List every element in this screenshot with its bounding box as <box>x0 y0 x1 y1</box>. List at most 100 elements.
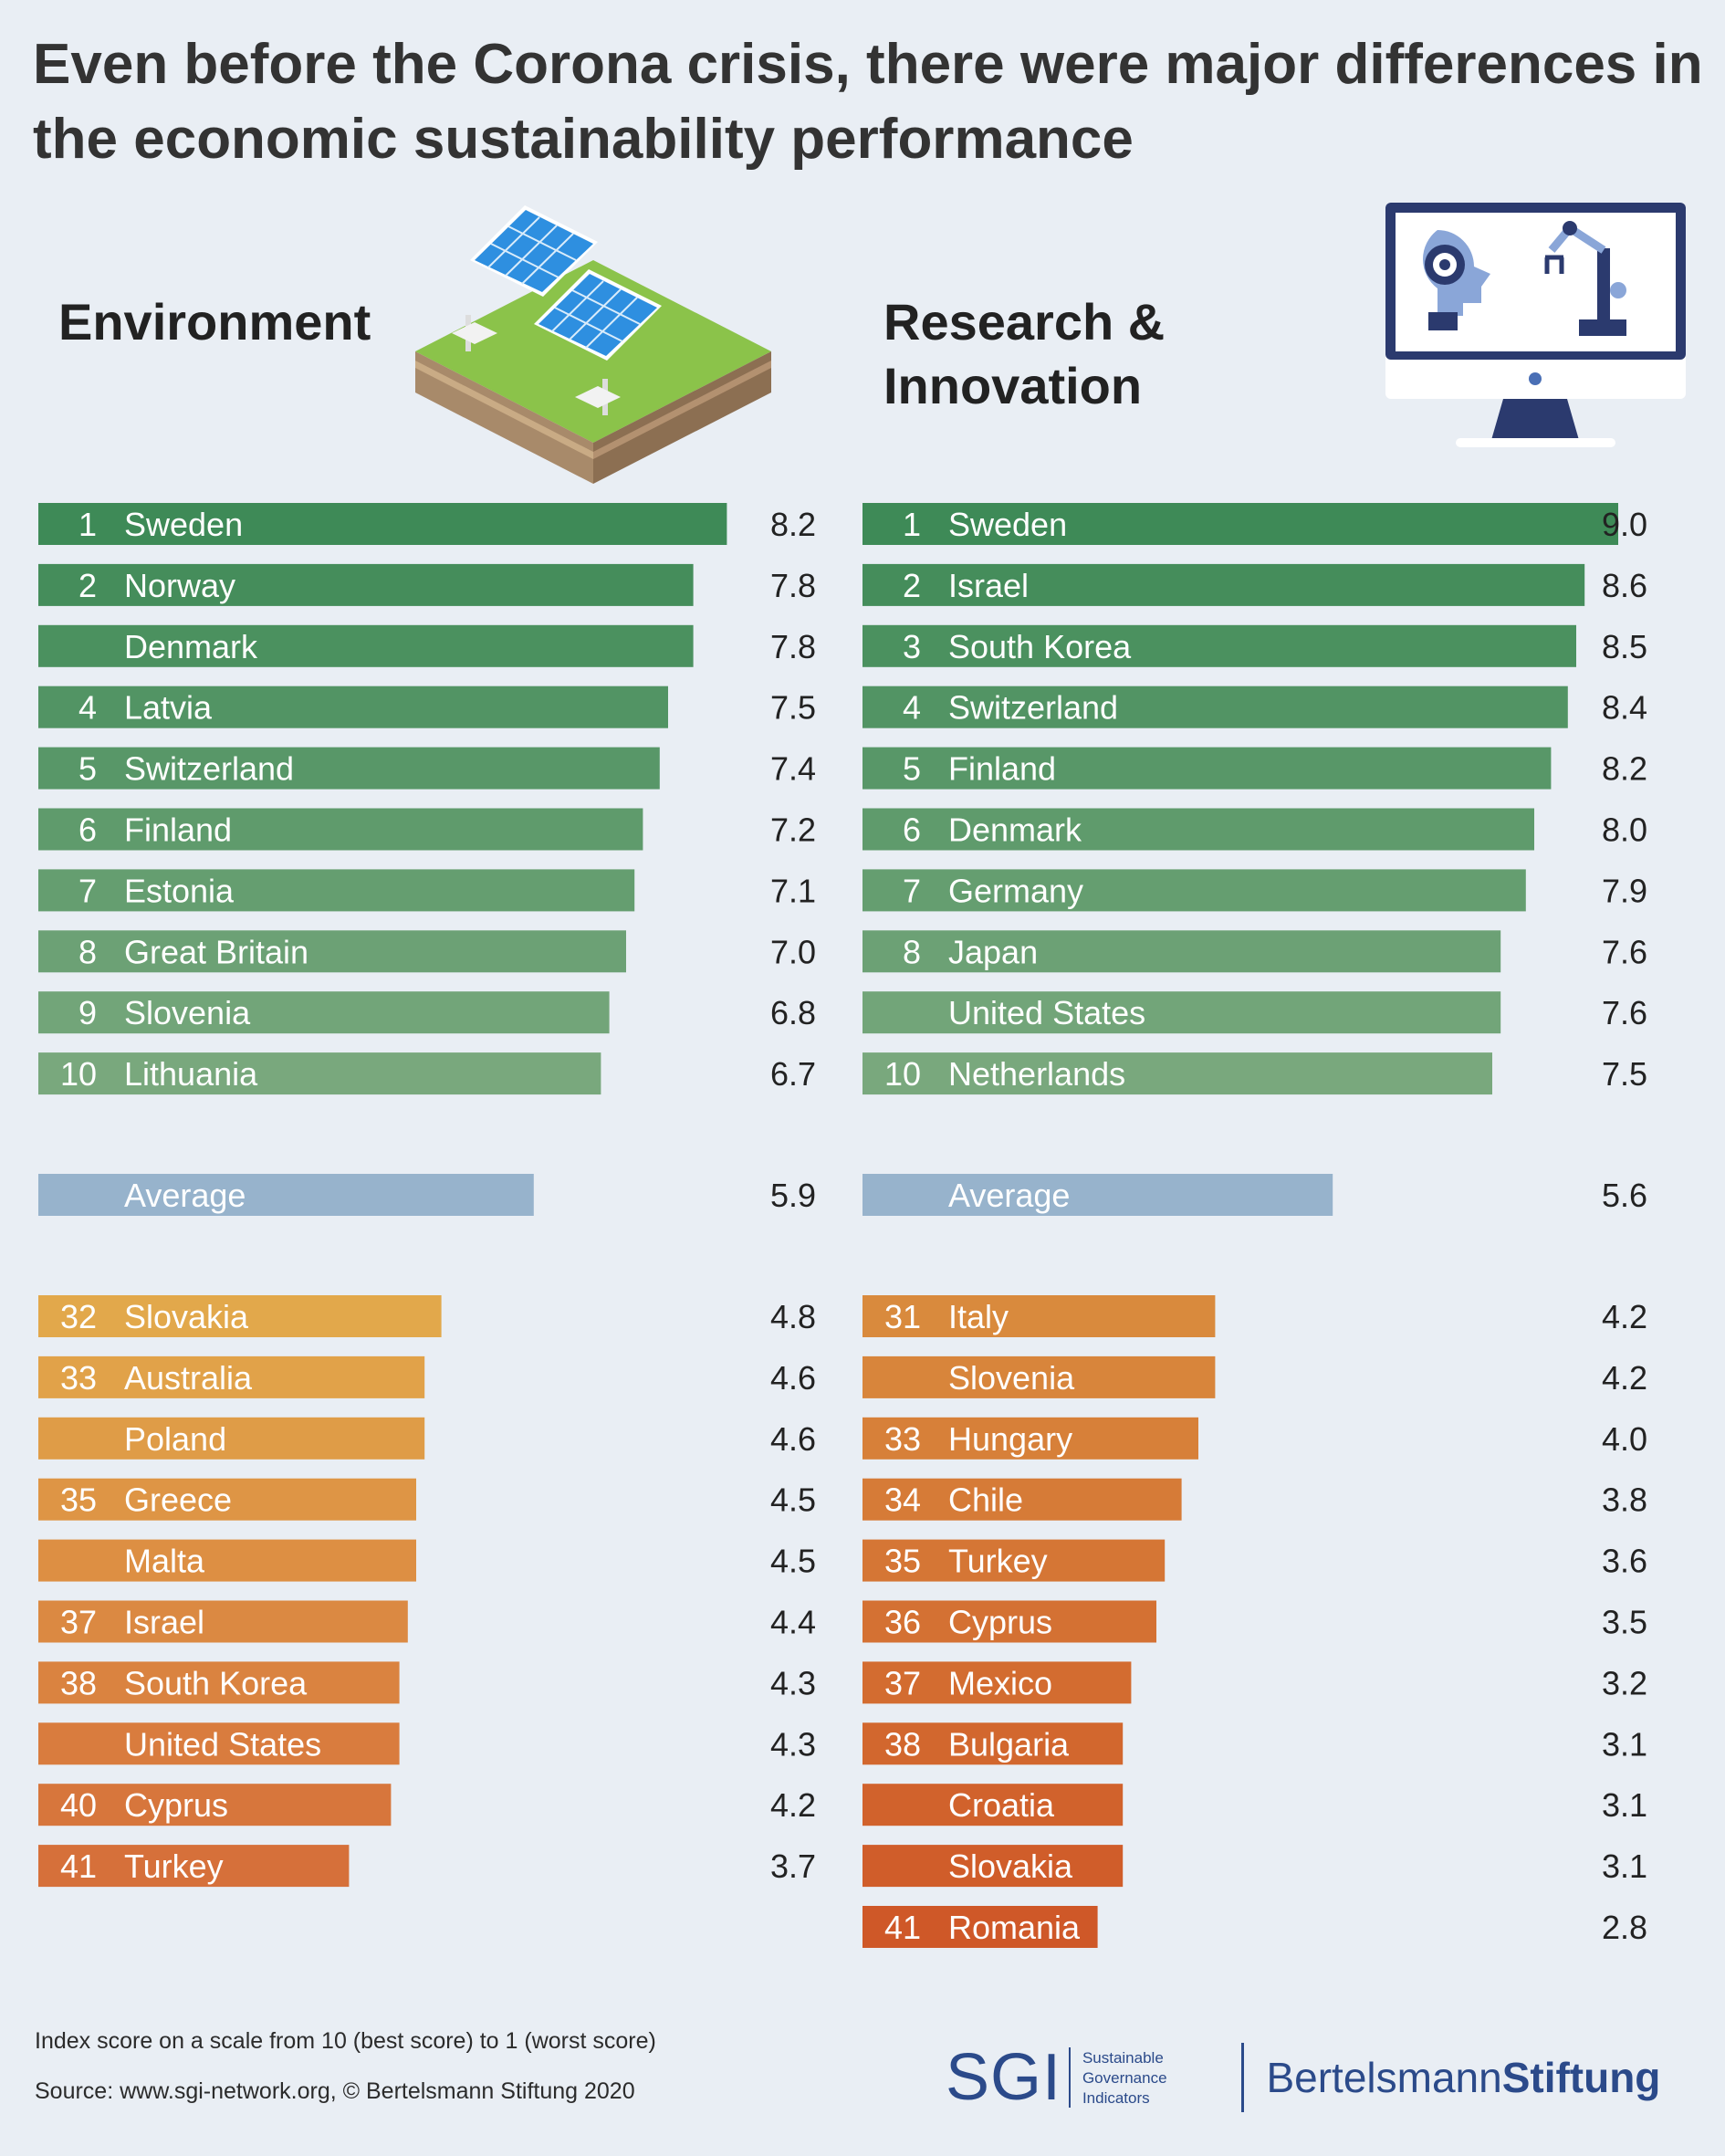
country-label: Malta <box>124 1543 205 1580</box>
bar <box>38 1355 425 1398</box>
value-label: 8.2 <box>1602 750 1647 788</box>
computer-robot-icon <box>1385 203 1686 447</box>
bottom-row: Slovakia 3.1 <box>862 1845 1647 1888</box>
country-label: Slovenia <box>124 994 251 1031</box>
sgi-logo-line2: Governance <box>1082 2069 1167 2087</box>
rank-label: 10 <box>884 1055 921 1093</box>
value-label: 6.7 <box>770 1055 816 1093</box>
top-row: 2 Norway 7.8 <box>38 563 816 606</box>
bar <box>38 1295 442 1337</box>
country-label: Denmark <box>948 811 1082 849</box>
country-label: Chile <box>948 1481 1023 1519</box>
rank-label: 35 <box>884 1543 921 1580</box>
bar <box>38 624 694 667</box>
value-label: 8.0 <box>1602 811 1647 849</box>
value-label: 4.6 <box>770 1420 816 1458</box>
bar <box>862 1661 1132 1704</box>
value-label: 4.6 <box>770 1359 816 1397</box>
bottom-row: Poland 4.6 <box>38 1417 816 1460</box>
bottom-row: 35 Turkey 3.6 <box>862 1539 1647 1582</box>
rank-label: 41 <box>884 1909 921 1946</box>
country-label: Croatia <box>948 1786 1055 1824</box>
rank-label: 32 <box>60 1298 97 1335</box>
bottom-row: United States 4.3 <box>38 1722 816 1765</box>
bar <box>862 503 1618 545</box>
bar <box>862 1174 1333 1216</box>
solar-panel-icon <box>415 205 771 484</box>
value-label: 5.9 <box>770 1177 816 1214</box>
rank-label: 35 <box>60 1481 97 1519</box>
rank-label: 5 <box>903 750 921 788</box>
bar <box>862 747 1552 790</box>
country-label: Denmark <box>124 628 258 665</box>
rank-label: 1 <box>78 506 97 543</box>
bar <box>38 1845 350 1888</box>
value-label: 3.5 <box>1602 1604 1647 1641</box>
top-row: Denmark 7.8 <box>38 624 816 667</box>
value-label: 3.1 <box>1602 1725 1647 1763</box>
top-row: 5 Switzerland 7.4 <box>38 747 816 790</box>
top-row: 8 Great Britain 7.0 <box>38 930 816 973</box>
country-label: Bulgaria <box>948 1725 1070 1763</box>
country-label: Germany <box>948 872 1083 909</box>
environment-heading: Environment <box>58 293 371 351</box>
top-row: 2 Israel 8.6 <box>862 563 1647 606</box>
value-label: 4.5 <box>770 1481 816 1519</box>
bar <box>862 1052 1492 1095</box>
sgi-logo: SGI Sustainable Governance Indicators <box>946 2045 1167 2110</box>
bottom-row: 41 Turkey 3.7 <box>38 1845 816 1888</box>
value-label: 4.3 <box>770 1664 816 1701</box>
value-label: 4.5 <box>770 1543 816 1580</box>
top-row: 1 Sweden 9.0 <box>862 503 1647 545</box>
bottom-row: 37 Mexico 3.2 <box>862 1661 1647 1704</box>
country-label: Slovenia <box>948 1359 1075 1397</box>
bar <box>38 991 610 1034</box>
country-label: Poland <box>124 1420 226 1458</box>
research-chart: 1 Sweden 9.0 2 Israel 8.6 3 South Korea 8.5 4 Swit… <box>862 503 1647 1948</box>
bar <box>38 1417 425 1460</box>
bottom-row: 35 Greece 4.5 <box>38 1478 816 1521</box>
country-label: Average <box>948 1177 1070 1214</box>
country-label: Turkey <box>948 1543 1048 1580</box>
value-label: 3.1 <box>1602 1786 1647 1824</box>
bar <box>862 869 1526 912</box>
bottom-row: Malta 4.5 <box>38 1539 816 1582</box>
rank-label: 33 <box>60 1359 97 1397</box>
value-label: 7.5 <box>770 689 816 727</box>
rank-label: 36 <box>884 1604 921 1641</box>
value-label: 7.0 <box>770 933 816 970</box>
sgi-logo-line1: Sustainable <box>1082 2049 1164 2067</box>
country-label: Australia <box>124 1359 253 1397</box>
country-label: Switzerland <box>948 689 1118 727</box>
country-label: Sweden <box>948 506 1067 543</box>
country-label: Sweden <box>124 506 243 543</box>
top-row: 7 Estonia 7.1 <box>38 869 816 912</box>
value-label: 7.4 <box>770 750 816 788</box>
rank-label: 7 <box>78 872 97 909</box>
bar <box>862 624 1576 667</box>
bar <box>38 563 694 606</box>
rank-label: 8 <box>78 933 97 970</box>
top-row: 6 Denmark 8.0 <box>862 808 1647 851</box>
value-label: 4.0 <box>1602 1420 1647 1458</box>
page-title: Even before the Corona crisis, there wer… <box>33 33 1703 171</box>
value-label: 3.6 <box>1602 1543 1647 1580</box>
value-label: 7.8 <box>770 628 816 665</box>
value-label: 3.8 <box>1602 1481 1647 1519</box>
rank-label: 33 <box>884 1420 921 1458</box>
bottom-row: 38 Bulgaria 3.1 <box>862 1722 1647 1765</box>
top-row: 10 Netherlands 7.5 <box>862 1052 1647 1095</box>
bar <box>38 1174 534 1216</box>
bar <box>862 1784 1124 1826</box>
average-row: Average 5.9 <box>38 1174 816 1216</box>
bar <box>862 1845 1124 1888</box>
country-label: Hungary <box>948 1420 1072 1458</box>
country-label: Finland <box>948 750 1056 788</box>
bertelsmann-logo-part1: Bertelsmann <box>1266 2054 1502 2101</box>
top-row: 8 Japan 7.6 <box>862 930 1647 973</box>
rank-label: 38 <box>884 1725 921 1763</box>
bottom-row: Croatia 3.1 <box>862 1784 1647 1826</box>
value-label: 4.8 <box>770 1298 816 1335</box>
country-label: Japan <box>948 933 1038 970</box>
rank-label: 31 <box>884 1298 921 1335</box>
